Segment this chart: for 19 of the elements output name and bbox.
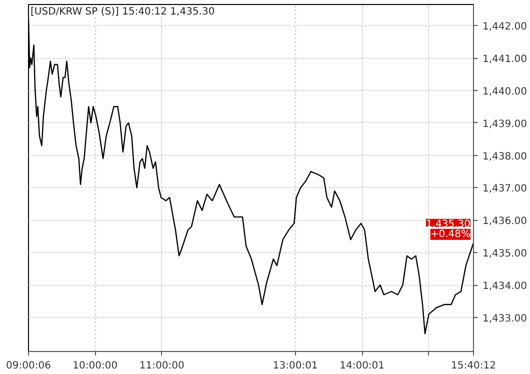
y-tick-label: 1,436.00: [482, 216, 528, 228]
y-tick-label: 1,433.00: [482, 313, 528, 324]
y-tick-label: 1,440.00: [482, 86, 528, 98]
y-tick-label: 1,439.00: [482, 118, 528, 130]
annotation: 1,435.30: [426, 218, 470, 230]
y-tick-label: 1,434.00: [482, 281, 528, 292]
x-tick-label: 11:00:00: [139, 360, 184, 372]
annotation: +0.48%: [430, 228, 471, 240]
y-tick-label: 1,441.00: [482, 54, 528, 66]
x-tick-label: 09:00:06: [6, 360, 51, 372]
x-tick-label: 10:00:00: [72, 360, 118, 372]
y-tick-label: 1,435.00: [482, 248, 528, 260]
y-tick-label: 1,442.00: [482, 22, 528, 33]
x-tick-label: 15:40:12: [451, 360, 496, 372]
x-tick-label: 14:00:01: [340, 360, 385, 372]
y-tick-label: 1,437.00: [482, 184, 528, 195]
y-tick-label: 1,438.00: [482, 151, 528, 162]
x-tick-label: 13:00:01: [272, 360, 318, 372]
chart-title: [USD/KRW SP (S)] 15:40:12 1,435.30: [30, 6, 215, 18]
